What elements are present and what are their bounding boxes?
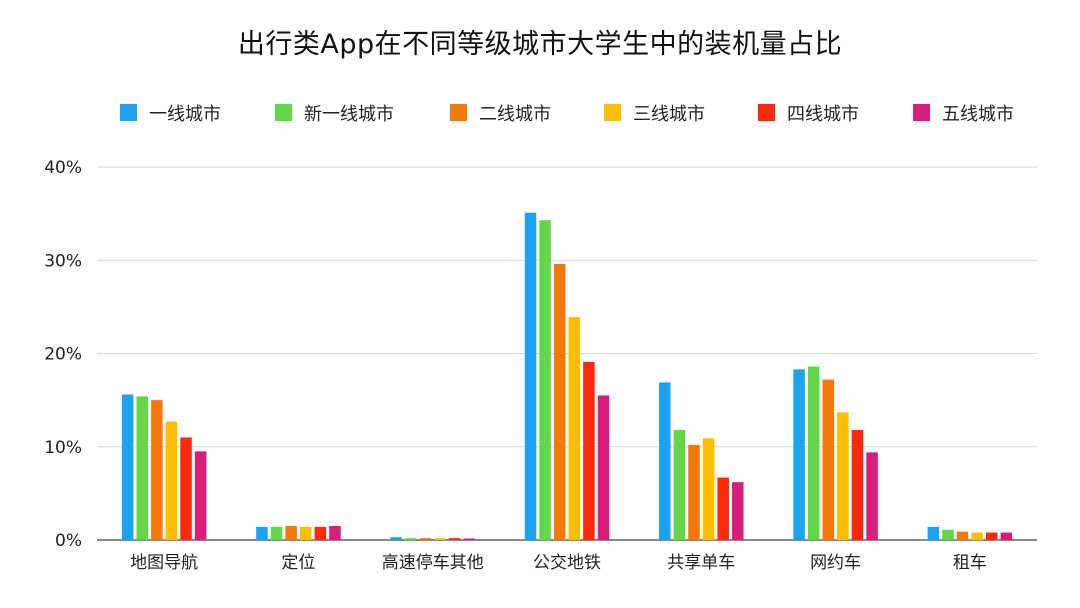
grid-layer (97, 166, 1037, 541)
bar (539, 220, 551, 540)
bar (673, 429, 686, 540)
legend-label: 三线城市 (633, 104, 705, 125)
bar (405, 538, 417, 540)
bar (927, 526, 940, 540)
x-category-label: 定位 (281, 553, 315, 573)
bar (285, 526, 297, 540)
bar (151, 400, 163, 540)
bar (329, 526, 341, 540)
bar (568, 317, 581, 540)
legend-swatch (450, 104, 467, 121)
bar (1000, 532, 1013, 540)
bar (419, 538, 432, 540)
x-category-label: 高速停车其他 (382, 553, 484, 573)
y-tick-label: 30% (44, 251, 82, 271)
bar (597, 395, 610, 540)
bar (822, 379, 835, 540)
bar (180, 437, 192, 540)
x-category-label: 共享单车 (667, 553, 735, 573)
y-tick-label: 0% (55, 531, 82, 551)
legend-label: 五线城市 (942, 104, 1014, 125)
bar (688, 444, 700, 540)
x-category-label: 公交地铁 (533, 553, 601, 573)
bar (314, 526, 327, 540)
bar (851, 429, 864, 540)
bar (717, 477, 729, 540)
bar (136, 396, 148, 540)
legend-label: 新一线城市 (304, 104, 394, 125)
y-tick-label: 10% (44, 438, 82, 458)
chart-title: 出行类App在不同等级城市大学生中的装机量占比 (237, 29, 843, 60)
bar (942, 529, 954, 540)
axis-layer: 0% 10% 20% 30% 40% 地图导航 定位 高速停车其他 公交地铁 共享单车 网约车 租车 (44, 158, 987, 573)
bar (732, 482, 744, 540)
x-category-label: 租车 (953, 553, 987, 573)
bar (659, 382, 671, 540)
legend-swatch (275, 104, 292, 121)
bar (553, 263, 566, 540)
bar (121, 394, 134, 540)
legend-layer: 一线城市 新一线城市 二线城市 三线城市 四线城市 五线城市 (120, 104, 1014, 125)
bar (807, 366, 820, 540)
bar (866, 452, 878, 540)
bar (583, 361, 595, 540)
bar (837, 412, 849, 540)
y-tick-label: 40% (44, 158, 82, 178)
bar (448, 538, 461, 540)
legend-label: 一线城市 (149, 104, 221, 125)
legend-label: 四线城市 (787, 104, 859, 125)
bar (986, 532, 998, 540)
bar (256, 526, 268, 540)
bar (793, 369, 805, 540)
bar (390, 537, 402, 540)
legend-label: 二线城市 (479, 104, 551, 125)
legend-swatch (913, 104, 930, 121)
legend-swatch (120, 104, 137, 121)
bar (194, 451, 207, 540)
bar (270, 526, 283, 540)
bar (299, 526, 312, 540)
x-category-label: 地图导航 (130, 553, 198, 573)
bar (524, 212, 537, 540)
bars-layer (121, 212, 1013, 540)
bar (434, 538, 446, 540)
legend-swatch (604, 104, 621, 121)
legend-swatch (758, 104, 775, 121)
bar (956, 531, 969, 540)
bar (463, 538, 475, 540)
bar (702, 438, 715, 540)
bar (165, 421, 178, 540)
x-category-label: 网约车 (810, 553, 861, 573)
bar (971, 532, 983, 540)
y-tick-label: 20% (44, 345, 82, 365)
